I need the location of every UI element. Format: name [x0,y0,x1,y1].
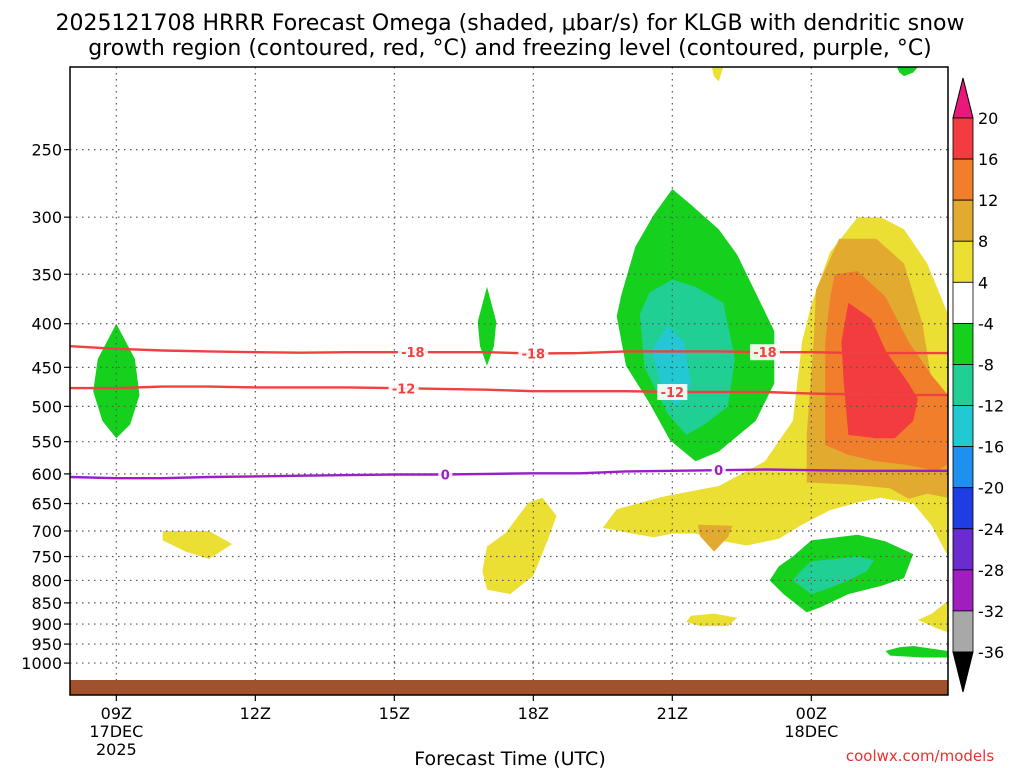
colorbar-bin [952,240,974,283]
shaded-region-pos-orange-top-clip [711,67,724,82]
colorbar-bottom-triangle [952,651,974,693]
colorbar-bin [952,487,974,530]
x-tick-label: 12Z [240,704,271,723]
y-tick-label: 500 [31,397,62,416]
colorbar-bin [952,364,974,406]
contour-label--12: -12 [392,382,416,397]
x-tick-year: 2025 [96,740,137,759]
x-tick-label: 15Z [379,704,410,723]
contour-label-bg [397,344,428,361]
contour-label-bg [657,384,688,401]
contour-label-bg [438,466,453,483]
shaded-region-yellow-10z [162,531,233,559]
contour-label--18: -18 [401,346,425,361]
shaded-region-green-bottom-right [885,646,948,658]
ground-bar [70,680,948,695]
omega-shading-layer [93,67,948,658]
contour-line--12 [70,385,948,397]
shaded-region-green-17z [477,286,497,366]
contour-label-0: 0 [441,468,450,483]
y-tick-label: 350 [31,265,62,284]
plot-frame [69,66,949,696]
colorbar-bin [952,610,974,653]
y-tick-label: 400 [31,315,62,334]
contour-line--18 [70,345,948,355]
y-tick-label: 850 [31,594,62,613]
colorbar-tick-label: -16 [978,438,1004,457]
contour-label-bg [518,345,549,362]
colorbar-tick-label: -8 [978,355,994,374]
colorbar-bin [952,117,974,160]
contour-label--18: -18 [522,348,546,363]
y-tick-label: 300 [31,208,62,227]
shaded-region-teal-22-25z [792,556,874,595]
shaded-region-yellow-bump-22z [686,613,738,627]
contour-label-0: 0 [714,464,723,479]
contour-label-bg [711,462,726,479]
y-tick-label: 950 [31,635,62,654]
colorbar-tick-label: -4 [978,314,994,333]
chart-title-line-1: 2025121708 HRRR Forecast Omega (shaded, … [55,11,964,36]
contour-label-bg [388,380,419,397]
x-axis-label: Forecast Time (UTC) [414,748,605,768]
y-tick-label: 450 [31,358,62,377]
colorbar-tick-label: 8 [978,232,988,251]
colorbar-tick-label: -36 [978,643,1004,662]
gridlines [70,67,948,680]
contour-label-bg [749,344,780,361]
x-tick-date: 17DEC [89,722,143,741]
y-tick-label: 250 [31,141,62,160]
colorbar-tick-label: -20 [978,479,1004,498]
colorbar-bin [952,158,974,201]
colorbar-bin [952,322,974,365]
colorbar-tick-label: -12 [978,397,1004,416]
y-tick-label: 800 [31,571,62,590]
x-tick-label: 21Z [657,704,688,723]
colorbar-bin [952,528,974,571]
x-tick-label: 09Z [101,704,132,723]
colorbar-bin [952,405,974,448]
colorbar-bin [952,281,974,324]
contour-layer [70,345,948,480]
colorbar-bin [952,199,974,242]
y-tick-label: 550 [31,433,62,452]
colorbar-legend: 20 16 12 8 4 -4 -8 -12 -16 -20 -24 -28 -32 -36 [952,77,1004,693]
pressure-axis: 250 300 350 400 450 500 550 600 650 700 750 800 850 9… [21,141,70,673]
colorbar-tick-label: 4 [978,273,988,292]
y-tick-label: 650 [31,495,62,514]
y-tick-label: 700 [31,522,62,541]
contour-labels: -18 -18 -18 -12 -12 0 0 [388,344,780,483]
y-tick-label: 600 [31,465,62,484]
shaded-region-yellow-18z [482,497,557,595]
y-tick-label: 1000 [21,654,62,673]
y-tick-label: 900 [31,615,62,634]
shaded-region-neg-green-top-clip [897,67,918,77]
chart-title-line-2: growth region (contoured, red, °C) and f… [88,36,932,61]
shaded-region-red-core [841,302,918,439]
colorbar-tick-label: 20 [978,109,998,128]
contour-label--12: -12 [661,386,685,401]
contour-line-0 [70,468,948,480]
colorbar-tick-label: 12 [978,191,998,210]
colorbar-tick-label: 16 [978,150,998,169]
credit-text: coolwx.com/models [846,747,994,765]
colorbar-tick-label: -32 [978,602,1004,621]
y-tick-label: 750 [31,548,62,567]
x-tick-label: 00Z [796,704,827,723]
contour-label--18: -18 [753,346,777,361]
colorbar-bin [952,446,974,489]
colorbar-top-triangle [952,77,974,119]
x-tick-label: 18Z [518,704,549,723]
colorbar-tick-label: -28 [978,561,1004,580]
colorbar-bin [952,569,974,612]
colorbar-tick-label: -24 [978,520,1004,539]
shaded-region-green-09z [93,323,140,439]
x-tick-date: 18DEC [784,722,838,741]
